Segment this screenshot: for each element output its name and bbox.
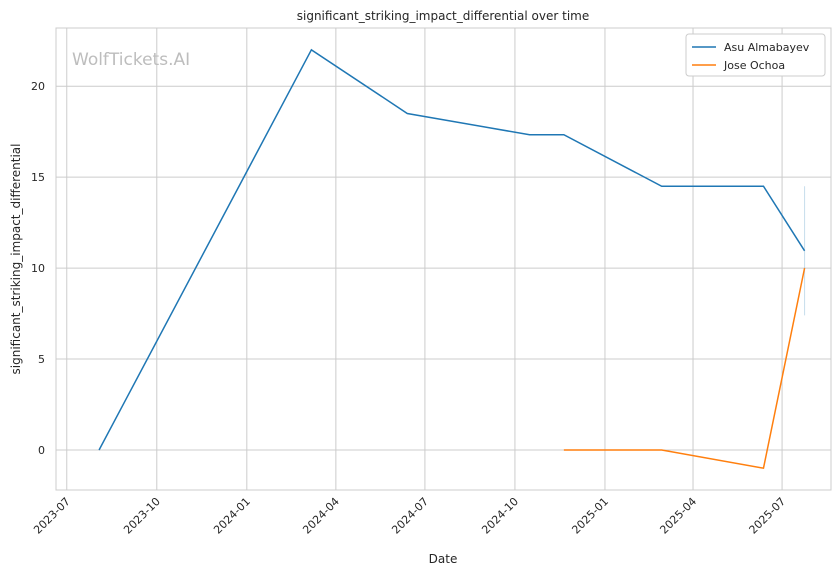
legend-label: Asu Almabayev (724, 41, 810, 54)
x-tick-label: 2025-04 (657, 495, 699, 537)
y-tick-label: 10 (31, 262, 45, 275)
x-tick-label: 2024-07 (389, 495, 431, 537)
plot-frame (55, 27, 832, 491)
legend: Asu Almabayev Jose Ochoa (685, 33, 826, 77)
chart-title: significant_striking_impact_differential… (297, 9, 589, 23)
x-tick-label: 2025-07 (746, 495, 788, 537)
x-axis-label: Date (429, 552, 458, 566)
x-tick-label: 2024-01 (211, 495, 253, 537)
y-axis-label: significant_striking_impact_differential (9, 144, 23, 375)
x-tick-label: 2025-01 (569, 495, 611, 537)
x-tick-label: 2023-07 (31, 495, 73, 537)
x-tick-label: 2023-10 (121, 495, 163, 537)
y-tick-label: 5 (38, 353, 45, 366)
legend-label: Jose Ochoa (723, 59, 785, 72)
y-tick-label: 20 (31, 80, 45, 93)
y-tick-label: 0 (38, 444, 45, 457)
x-tick-label: 2024-10 (479, 495, 521, 537)
series-line-asu-almabayev (98, 48, 806, 451)
y-tick-label: 15 (31, 171, 45, 184)
x-tick-label: 2024-04 (300, 495, 342, 537)
series-line-jose-ochoa (563, 267, 806, 470)
watermark: WolfTickets.AI (72, 50, 190, 70)
legend-box (685, 33, 826, 77)
